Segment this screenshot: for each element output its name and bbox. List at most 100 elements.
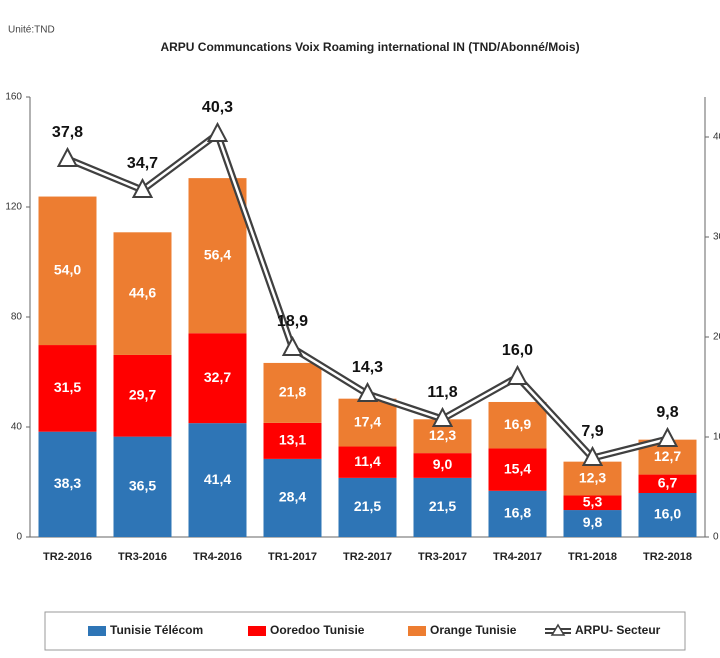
- line-marker: [56, 146, 79, 167]
- line-marker: [131, 177, 154, 198]
- data-label: 29,7: [129, 386, 156, 402]
- data-label: 36,5: [129, 478, 156, 494]
- bar-segment: [263, 362, 322, 423]
- data-label: 28,4: [279, 489, 306, 505]
- line-marker: [431, 406, 454, 427]
- chart-title: ARPU Communcations Voix Roaming internat…: [160, 40, 579, 54]
- unit-note: Unité:TND: [8, 25, 55, 36]
- data-label: 38,3: [54, 475, 81, 491]
- legend-swatch: [408, 626, 426, 636]
- data-label: 16,0: [654, 506, 681, 522]
- data-label: 12,3: [579, 469, 606, 485]
- bar-segment: [338, 446, 397, 478]
- bar-segment: [113, 232, 172, 355]
- line-data-label: 16,0: [502, 342, 533, 359]
- legend-swatch: [88, 626, 106, 636]
- data-label: 9,8: [583, 514, 603, 530]
- bar-segment: [638, 493, 697, 537]
- bar-segment: [413, 453, 472, 478]
- y-tick-label: 0: [16, 532, 22, 543]
- data-label: 17,4: [354, 413, 381, 429]
- data-label: 21,5: [354, 498, 381, 514]
- line-marker: [356, 381, 379, 402]
- legend-label: ARPU- Secteur: [575, 623, 661, 637]
- bar-segment: [38, 431, 97, 537]
- bar-segment: [338, 477, 397, 537]
- bar-segment: [488, 448, 547, 491]
- bar-segment: [263, 422, 322, 459]
- bar-segment: [38, 345, 97, 432]
- x-tick-label: TR1-2017: [268, 551, 317, 563]
- bar-segment: [488, 401, 547, 449]
- data-label: 21,5: [429, 498, 456, 514]
- x-tick-label: TR4-2017: [493, 551, 542, 563]
- bar-segment: [488, 490, 547, 537]
- line-data-label: 37,8: [52, 124, 83, 141]
- y2-tick-label: 30: [713, 232, 720, 243]
- data-label: 54,0: [54, 262, 81, 278]
- x-tick-label: TR2-2016: [43, 551, 92, 563]
- line-data-label: 9,8: [656, 404, 678, 421]
- bar-segment: [338, 398, 397, 447]
- data-label: 12,7: [654, 448, 681, 464]
- x-tick-label: TR2-2017: [343, 551, 392, 563]
- legend-swatch: [248, 626, 266, 636]
- y-tick-label: 40: [11, 422, 23, 433]
- legend-label: Tunisie Télécom: [110, 623, 203, 637]
- bar-segment: [263, 458, 322, 537]
- line-data-label: 34,7: [127, 155, 158, 172]
- data-label: 13,1: [279, 432, 306, 448]
- line-data-label: 11,8: [427, 384, 457, 401]
- data-label: 11,4: [354, 453, 381, 469]
- data-label: 6,7: [658, 474, 678, 490]
- bar-segment: [188, 178, 247, 334]
- bar-segment: [38, 196, 97, 346]
- data-label: 15,4: [504, 460, 531, 476]
- bar-segment: [113, 436, 172, 537]
- legend-label: Ooredoo Tunisie: [270, 623, 365, 637]
- y2-tick-label: 10: [713, 432, 720, 443]
- line-data-label: 18,9: [277, 313, 308, 330]
- data-label: 16,8: [504, 505, 531, 521]
- y2-tick-label: 20: [713, 332, 720, 343]
- data-label: 31,5: [54, 379, 81, 395]
- data-label: 12,3: [429, 427, 456, 443]
- data-label: 5,3: [583, 493, 603, 509]
- x-tick-label: TR2-2018: [643, 551, 692, 563]
- line-data-label: 40,3: [202, 99, 233, 116]
- line-marker: [206, 121, 229, 142]
- bar-segment: [563, 461, 622, 496]
- data-label: 9,0: [433, 456, 453, 472]
- data-label: 56,4: [204, 246, 231, 262]
- legend-label: Orange Tunisie: [430, 623, 517, 637]
- x-tick-label: TR1-2018: [568, 551, 617, 563]
- bar-segment: [563, 510, 622, 537]
- line-marker: [506, 364, 529, 385]
- bar-segment: [188, 333, 247, 424]
- x-tick-label: TR4-2016: [193, 551, 242, 563]
- line-marker: [281, 335, 304, 356]
- y-tick-label: 120: [5, 202, 22, 213]
- y-tick-label: 80: [11, 312, 23, 323]
- y-tick-label: 160: [5, 92, 22, 103]
- x-tick-label: TR3-2016: [118, 551, 167, 563]
- bar-segment: [413, 477, 472, 537]
- data-label: 16,9: [504, 416, 531, 432]
- bar-segment: [563, 495, 622, 511]
- data-label: 41,4: [204, 471, 231, 487]
- data-label: 32,7: [204, 369, 231, 385]
- bar-segment: [638, 474, 697, 493]
- bar-segment: [113, 354, 172, 437]
- y2-tick-label: 0: [713, 532, 719, 543]
- legend-box: [44, 611, 686, 651]
- y2-tick-label: 40: [713, 132, 720, 143]
- line-marker: [656, 426, 679, 447]
- line-data-label: 7,9: [581, 423, 603, 440]
- data-label: 44,6: [129, 284, 156, 300]
- bar-segment: [188, 423, 247, 537]
- x-tick-label: TR3-2017: [418, 551, 467, 563]
- data-label: 21,8: [279, 384, 306, 400]
- line-marker: [581, 445, 604, 466]
- legend-marker: [550, 623, 566, 636]
